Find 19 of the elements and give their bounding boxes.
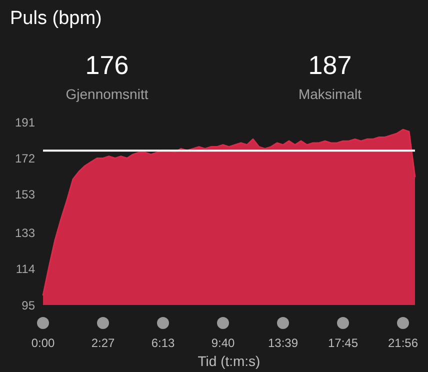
y-tick-label: 153	[14, 188, 36, 202]
y-tick-label: 133	[14, 226, 36, 240]
x-axis-title: Tid (t:m:s)	[198, 353, 260, 369]
text: 187	[307, 50, 353, 81]
y-tick-label: 172	[14, 151, 36, 166]
y-tick-label: 95	[22, 298, 36, 312]
chart-title: Puls (bpm)	[10, 8, 102, 30]
x-tick-label: 17:45	[328, 336, 358, 350]
x-tick-label: 6:13	[151, 336, 175, 350]
y-tick-label: 191	[14, 115, 36, 130]
text: Gjennomsnitt	[64, 86, 150, 102]
x-tick-label: 13:39	[268, 336, 298, 350]
text: Maksimalt	[297, 86, 362, 102]
x-tick-label: 0:00	[31, 336, 55, 350]
x-tick-label: 2:27	[91, 336, 115, 350]
x-tick-label: 9:40	[211, 336, 235, 350]
y-tick-label: 114	[16, 262, 36, 276]
text: 176	[84, 50, 130, 81]
x-tick-label: 21:56	[388, 336, 418, 350]
